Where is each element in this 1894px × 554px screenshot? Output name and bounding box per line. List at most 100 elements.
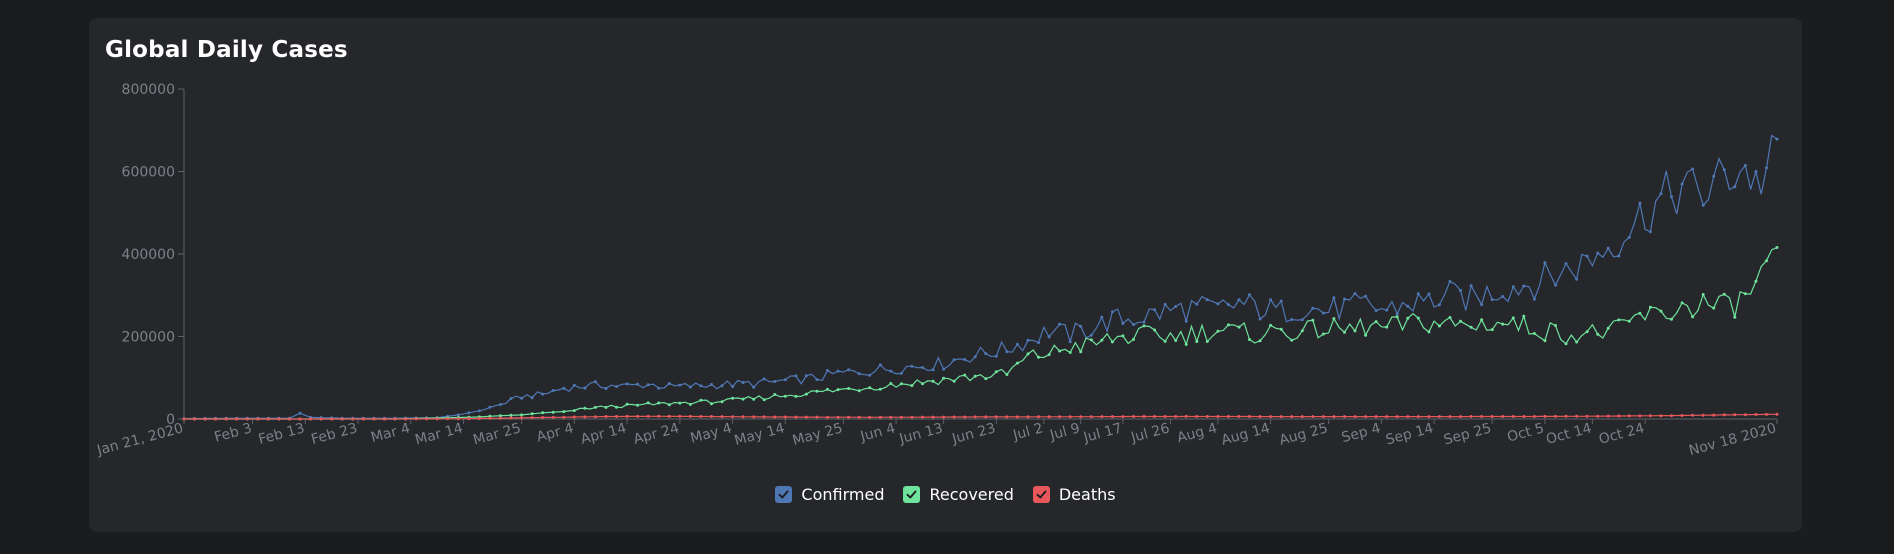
data-point-confirmed <box>899 371 903 375</box>
data-point-deaths <box>994 415 998 419</box>
data-point-recovered <box>783 394 787 398</box>
data-point-recovered <box>625 402 629 406</box>
data-point-recovered <box>551 410 555 414</box>
data-point-confirmed <box>1606 246 1610 250</box>
data-point-deaths <box>952 415 956 419</box>
data-point-recovered <box>762 398 766 402</box>
data-point-deaths <box>1385 415 1389 419</box>
x-tick-label: Feb 23 <box>310 420 360 448</box>
data-point-deaths <box>720 415 724 419</box>
data-point-confirmed <box>509 397 513 400</box>
data-point-confirmed <box>1733 185 1737 189</box>
data-point-confirmed <box>1195 302 1199 306</box>
legend-item-deaths[interactable]: Deaths <box>1032 485 1116 504</box>
data-point-deaths <box>984 415 988 419</box>
data-point-deaths <box>963 415 967 419</box>
data-point-recovered <box>1532 332 1536 335</box>
data-point-deaths <box>1596 414 1600 418</box>
data-point-confirmed <box>1585 254 1589 258</box>
data-point-recovered <box>1047 353 1051 357</box>
data-point-recovered <box>1279 327 1283 331</box>
data-point-recovered <box>1606 326 1610 330</box>
data-point-deaths <box>256 417 260 421</box>
data-point-confirmed <box>1775 137 1779 141</box>
data-point-confirmed <box>646 383 650 387</box>
chart-legend: Confirmed Recovered Deaths <box>89 485 1802 504</box>
data-point-recovered <box>952 379 956 383</box>
data-point-confirmed <box>1596 251 1600 255</box>
data-point-deaths <box>604 415 608 418</box>
data-point-confirmed <box>499 403 502 406</box>
data-point-recovered <box>857 389 861 393</box>
data-point-confirmed <box>541 392 545 396</box>
data-point-deaths <box>1606 414 1610 418</box>
data-point-deaths <box>456 417 460 421</box>
data-point-confirmed <box>1459 289 1462 292</box>
data-point-confirmed <box>1659 192 1663 196</box>
data-point-confirmed <box>1395 312 1399 316</box>
data-point-deaths <box>446 417 450 421</box>
data-point-recovered <box>1037 355 1040 359</box>
data-point-recovered <box>836 388 840 392</box>
checkbox-checked-icon[interactable] <box>1032 486 1050 503</box>
x-tick-label: Aug 14 <box>1220 420 1272 448</box>
data-point-confirmed <box>1068 340 1072 344</box>
data-point-recovered <box>1005 373 1009 376</box>
data-point-confirmed <box>868 373 872 377</box>
data-point-deaths <box>551 415 555 419</box>
data-point-confirmed <box>963 358 967 361</box>
data-point-recovered <box>1385 325 1389 329</box>
data-point-recovered <box>1248 338 1251 341</box>
data-point-deaths <box>361 417 365 421</box>
data-point-confirmed <box>1226 303 1230 307</box>
data-point-recovered <box>1089 338 1093 342</box>
legend-item-recovered[interactable]: Recovered <box>903 485 1014 504</box>
data-point-deaths <box>1226 415 1230 418</box>
data-point-confirmed <box>678 383 682 387</box>
data-point-deaths <box>1532 415 1536 418</box>
data-point-recovered <box>1216 329 1220 333</box>
data-point-confirmed <box>889 369 893 373</box>
data-point-deaths <box>277 417 281 421</box>
data-point-confirmed <box>804 374 808 378</box>
data-point-deaths <box>1374 415 1378 419</box>
data-point-deaths <box>1121 415 1125 419</box>
data-point-deaths <box>1459 415 1462 419</box>
data-point-confirmed <box>583 386 587 390</box>
data-point-deaths <box>224 417 228 421</box>
checkbox-checked-icon[interactable] <box>775 486 793 503</box>
checkbox-checked-icon[interactable] <box>903 486 921 503</box>
data-point-deaths <box>625 414 629 418</box>
data-point-recovered <box>1691 315 1695 319</box>
data-point-confirmed <box>973 355 977 359</box>
data-point-confirmed <box>1765 166 1768 170</box>
data-point-confirmed <box>1015 342 1019 346</box>
data-point-deaths <box>530 416 534 420</box>
data-point-recovered <box>1195 340 1199 343</box>
data-point-deaths <box>1353 415 1357 419</box>
data-point-confirmed <box>688 385 692 389</box>
data-point-recovered <box>1026 352 1030 356</box>
data-point-confirmed <box>1005 350 1009 354</box>
data-point-confirmed <box>1258 317 1262 321</box>
data-point-recovered <box>1712 306 1716 310</box>
data-point-deaths <box>414 417 418 421</box>
data-point-deaths <box>266 417 270 421</box>
data-point-deaths <box>1712 413 1716 417</box>
data-point-deaths <box>509 416 513 420</box>
data-point-deaths <box>404 417 407 421</box>
legend-item-confirmed[interactable]: Confirmed <box>775 485 884 504</box>
data-point-deaths <box>1321 415 1325 419</box>
data-point-recovered <box>826 387 829 391</box>
data-point-deaths <box>1627 414 1631 418</box>
data-point-recovered <box>593 405 597 409</box>
data-point-deaths <box>425 417 429 421</box>
legend-label: Confirmed <box>801 485 885 504</box>
data-point-recovered <box>984 377 988 381</box>
data-point-confirmed <box>1132 323 1135 327</box>
data-point-confirmed <box>752 385 756 389</box>
data-point-deaths <box>857 415 861 419</box>
data-point-confirmed <box>1364 294 1368 298</box>
data-point-recovered <box>1733 315 1737 319</box>
data-point-recovered <box>1511 316 1515 320</box>
